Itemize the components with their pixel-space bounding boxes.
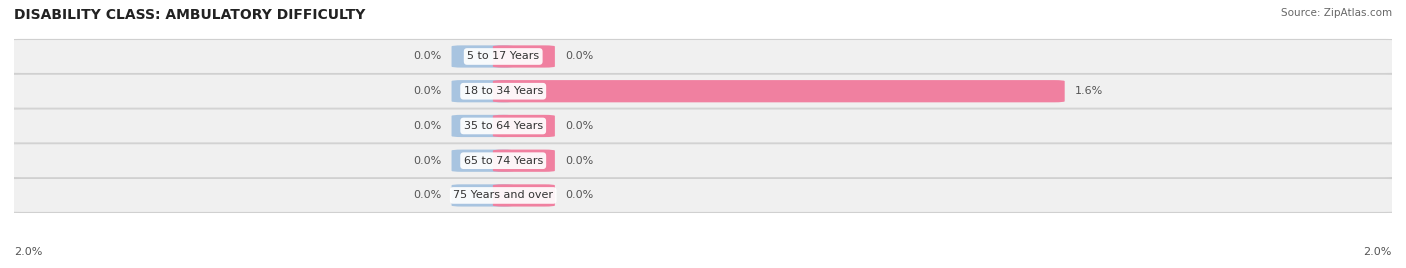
Text: DISABILITY CLASS: AMBULATORY DIFFICULTY: DISABILITY CLASS: AMBULATORY DIFFICULTY: [14, 8, 366, 22]
Text: 0.0%: 0.0%: [565, 51, 593, 61]
Text: 0.0%: 0.0%: [413, 51, 441, 61]
Text: 75 Years and over: 75 Years and over: [453, 191, 553, 200]
Text: 2.0%: 2.0%: [1364, 247, 1392, 257]
Text: 0.0%: 0.0%: [413, 191, 441, 200]
FancyBboxPatch shape: [4, 178, 1402, 213]
FancyBboxPatch shape: [494, 45, 555, 68]
FancyBboxPatch shape: [4, 39, 1402, 73]
FancyBboxPatch shape: [494, 184, 555, 207]
Text: 0.0%: 0.0%: [565, 191, 593, 200]
Text: 0.0%: 0.0%: [413, 121, 441, 131]
FancyBboxPatch shape: [451, 45, 513, 68]
Text: 1.6%: 1.6%: [1076, 86, 1104, 96]
FancyBboxPatch shape: [451, 80, 513, 102]
Text: 0.0%: 0.0%: [565, 121, 593, 131]
Text: 18 to 34 Years: 18 to 34 Years: [464, 86, 543, 96]
Legend: Male, Female: Male, Female: [641, 266, 765, 268]
FancyBboxPatch shape: [451, 184, 513, 207]
Text: 5 to 17 Years: 5 to 17 Years: [467, 51, 540, 61]
FancyBboxPatch shape: [494, 150, 555, 172]
FancyBboxPatch shape: [494, 115, 555, 137]
Text: 65 to 74 Years: 65 to 74 Years: [464, 156, 543, 166]
FancyBboxPatch shape: [451, 115, 513, 137]
FancyBboxPatch shape: [4, 144, 1402, 178]
Text: 2.0%: 2.0%: [14, 247, 42, 257]
FancyBboxPatch shape: [494, 80, 1064, 102]
Text: 0.0%: 0.0%: [413, 86, 441, 96]
Text: 0.0%: 0.0%: [413, 156, 441, 166]
FancyBboxPatch shape: [4, 109, 1402, 143]
FancyBboxPatch shape: [451, 150, 513, 172]
Text: 0.0%: 0.0%: [565, 156, 593, 166]
FancyBboxPatch shape: [4, 74, 1402, 108]
Text: Source: ZipAtlas.com: Source: ZipAtlas.com: [1281, 8, 1392, 18]
Text: 35 to 64 Years: 35 to 64 Years: [464, 121, 543, 131]
